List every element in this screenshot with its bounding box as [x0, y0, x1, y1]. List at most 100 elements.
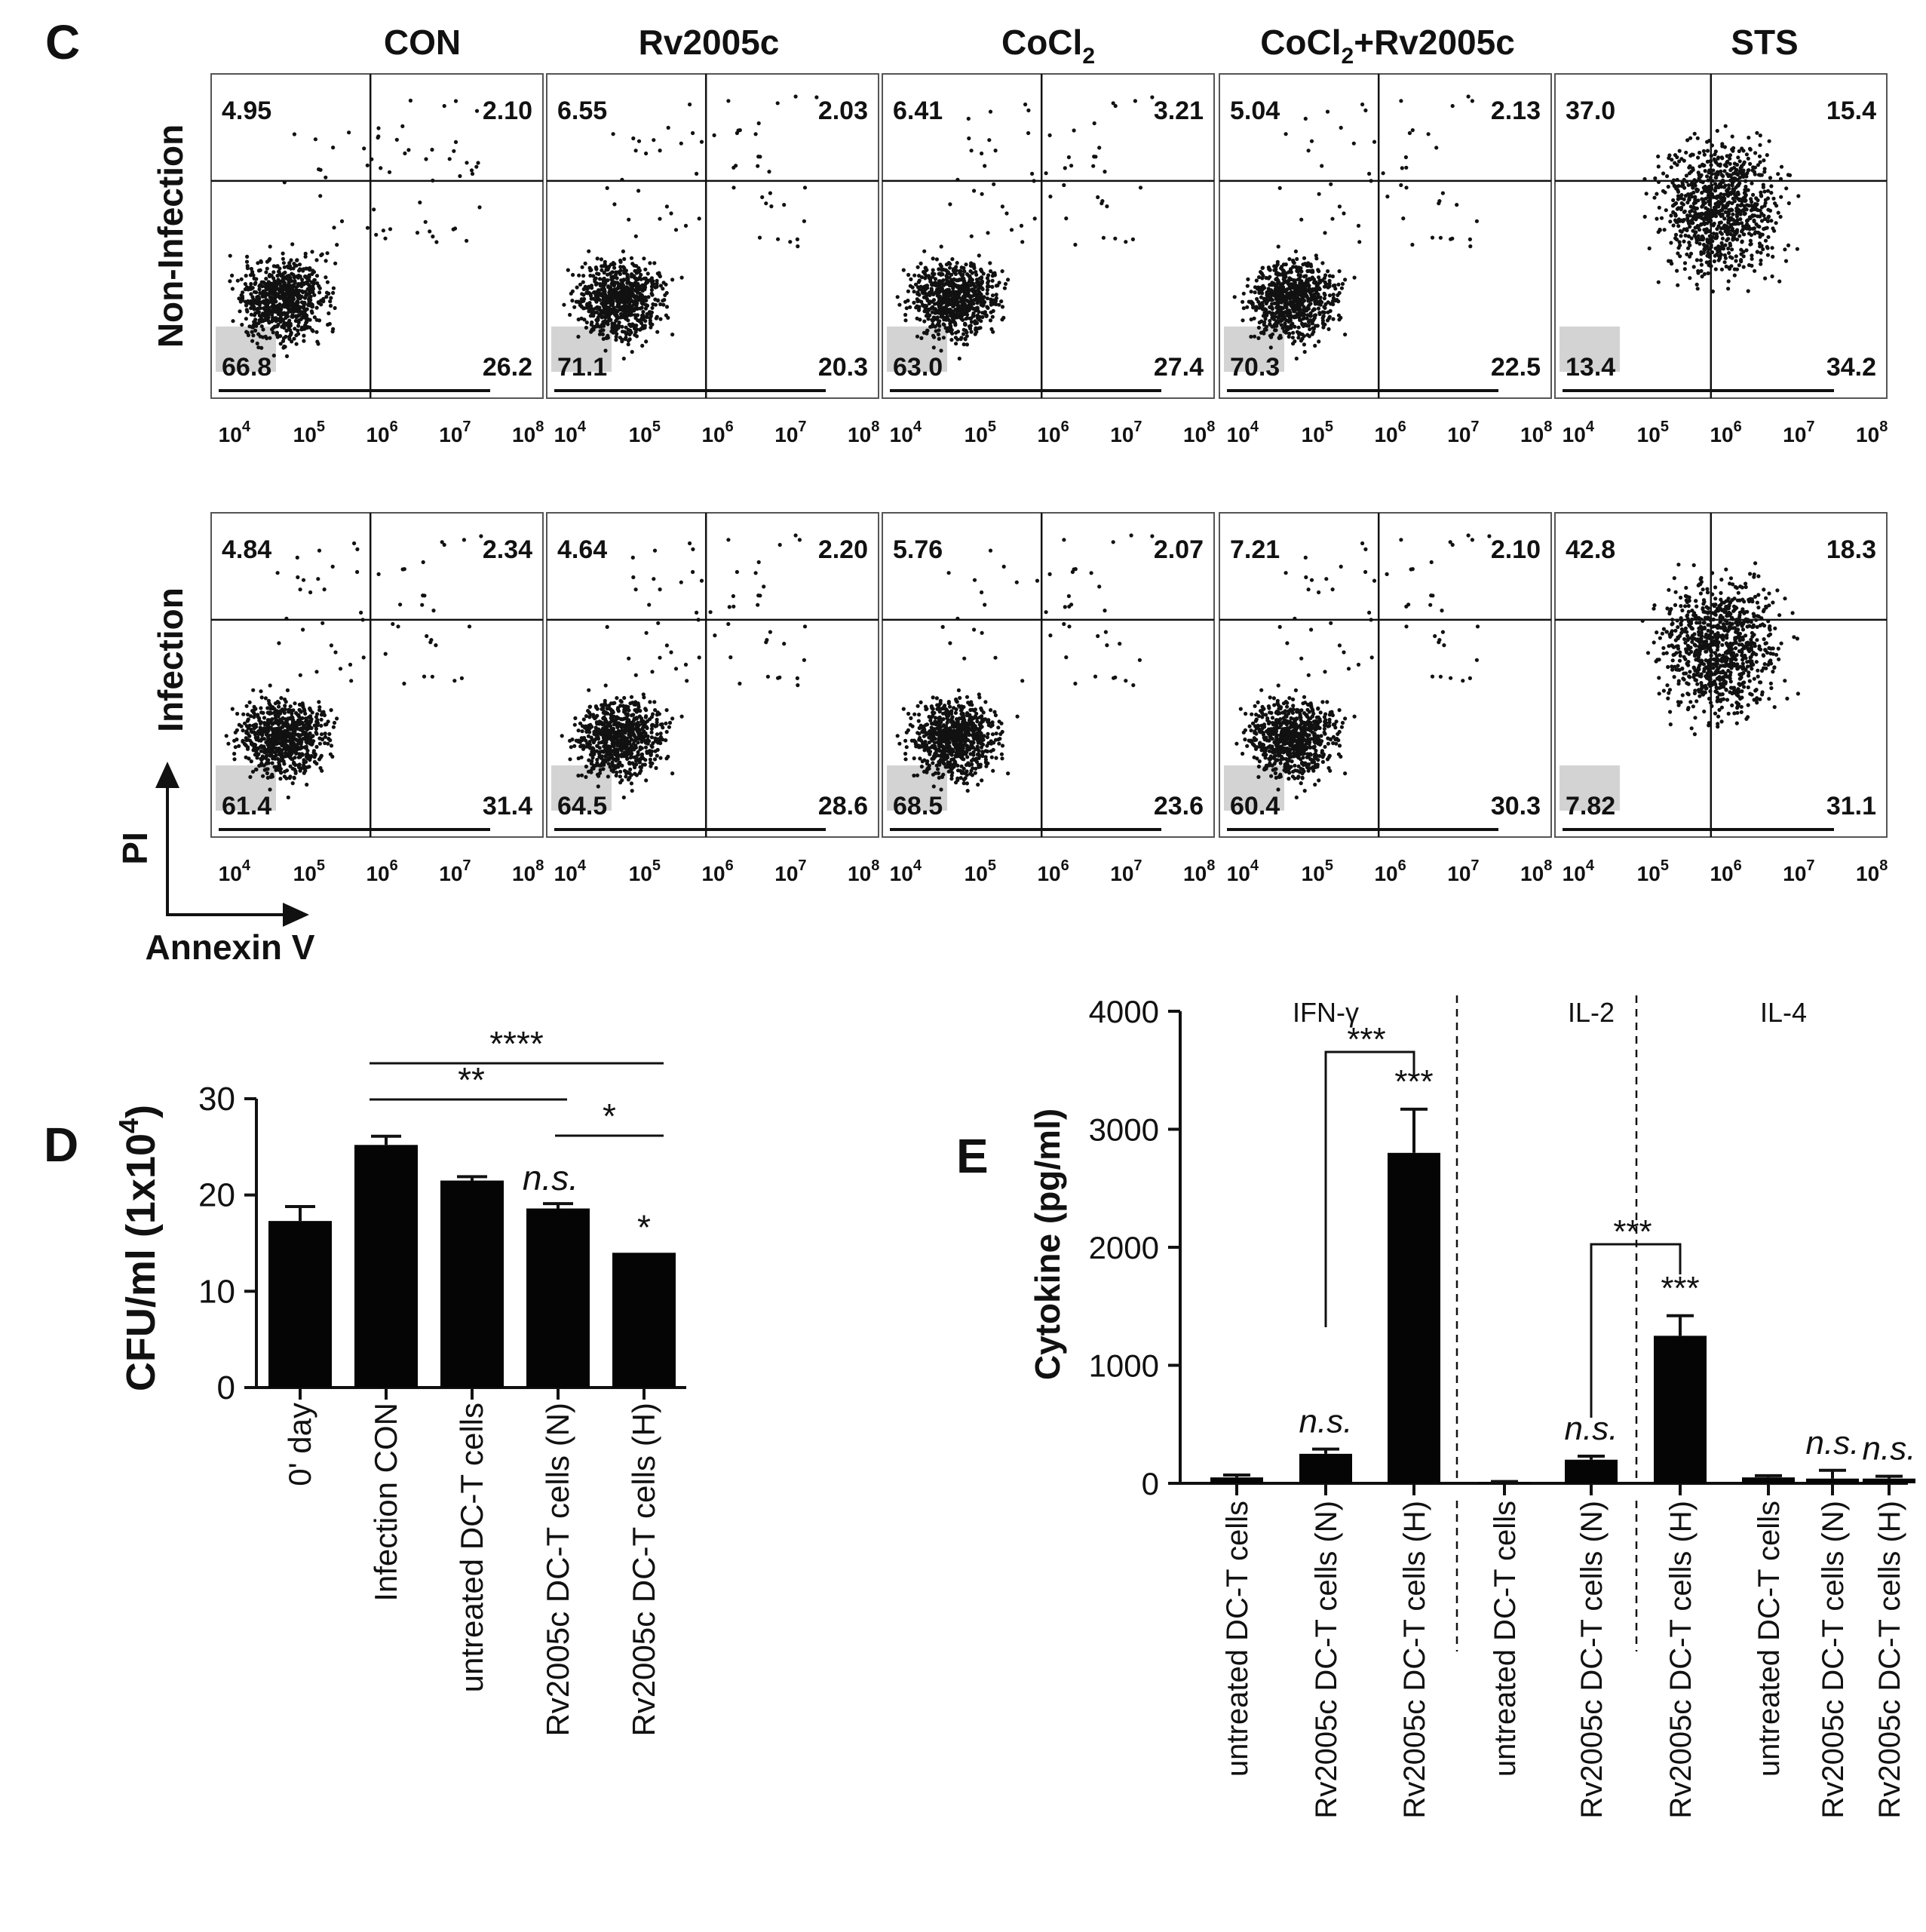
event-dot — [1268, 283, 1272, 287]
event-dot — [283, 707, 287, 712]
event-dot — [1741, 168, 1746, 173]
event-dot — [990, 293, 995, 298]
event-dot — [1434, 146, 1439, 150]
event-dot — [233, 730, 238, 734]
event-dot — [946, 270, 950, 274]
event-dot — [609, 281, 614, 286]
event-dot — [634, 303, 639, 308]
event-dot — [1343, 333, 1348, 337]
event-dot — [1103, 170, 1107, 174]
event-dot — [795, 237, 799, 241]
event-dot — [434, 643, 438, 648]
event-dot — [986, 231, 990, 235]
event-dot — [265, 718, 270, 722]
event-dot — [1299, 217, 1304, 222]
event-dot — [769, 204, 774, 209]
event-dot — [1728, 217, 1733, 222]
event-dot — [305, 287, 310, 291]
event-dot — [286, 277, 290, 281]
event-dot — [954, 268, 958, 273]
event-dot — [1736, 155, 1740, 160]
event-dot — [931, 317, 936, 322]
event-dot — [916, 280, 921, 284]
event-dot — [731, 165, 736, 170]
event-dot — [588, 273, 593, 278]
x-tick-label: 105 — [293, 857, 325, 885]
event-dot — [295, 258, 299, 262]
event-dot — [347, 130, 351, 135]
event-dot — [279, 696, 284, 701]
event-dot — [1737, 176, 1742, 180]
event-dot — [658, 317, 663, 321]
event-dot — [941, 336, 946, 340]
event-dot — [269, 750, 274, 754]
event-dot — [635, 327, 639, 332]
event-dot — [1294, 356, 1299, 361]
event-dot — [617, 301, 621, 306]
event-dot — [297, 722, 302, 727]
event-dot — [1737, 234, 1742, 238]
event-dot — [960, 309, 965, 314]
event-dot — [624, 332, 629, 336]
event-dot — [1327, 284, 1332, 289]
event-dot — [1674, 201, 1679, 206]
event-dot — [305, 782, 309, 787]
quadrant-value-ur: 15.4 — [1826, 97, 1876, 125]
event-dot — [1288, 286, 1293, 291]
event-dot — [249, 281, 253, 287]
event-dot — [1759, 190, 1763, 195]
event-dot — [919, 261, 923, 265]
event-dot — [1020, 240, 1025, 244]
event-dot — [1322, 284, 1327, 289]
event-dot — [1474, 219, 1479, 223]
event-dot — [1283, 271, 1287, 276]
event-dot — [281, 277, 285, 281]
event-dot — [613, 281, 618, 285]
event-dot — [1758, 143, 1762, 147]
event-dot — [247, 324, 252, 329]
event-dot — [276, 287, 281, 292]
event-dot — [1278, 336, 1283, 340]
event-dot — [255, 307, 259, 311]
event-dot — [1719, 200, 1724, 204]
event-dot — [270, 717, 274, 722]
event-dot — [253, 707, 258, 711]
event-dot — [643, 295, 648, 299]
event-dot — [906, 289, 910, 293]
event-dot — [300, 716, 305, 721]
event-dot — [975, 305, 980, 310]
event-dot — [300, 327, 305, 331]
event-dot — [307, 291, 312, 296]
event-dot — [323, 731, 327, 736]
quadrant-value-ll: 66.8 — [222, 353, 271, 382]
event-dot — [278, 311, 282, 315]
event-dot — [699, 140, 704, 144]
event-dot — [652, 261, 657, 265]
event-dot — [1771, 226, 1775, 231]
event-dot — [271, 292, 275, 296]
event-dot — [319, 253, 324, 258]
event-dot — [1747, 224, 1751, 228]
event-dot — [1327, 278, 1332, 283]
event-dot — [1268, 274, 1272, 279]
event-dot — [895, 295, 900, 299]
event-dot — [326, 741, 330, 746]
event-dot — [324, 275, 328, 280]
event-dot — [949, 329, 953, 334]
event-dot — [1271, 317, 1276, 321]
event-dot — [275, 292, 280, 296]
event-dot — [1325, 318, 1330, 323]
event-dot — [1740, 208, 1745, 213]
event-dot — [1339, 315, 1343, 320]
event-dot — [1741, 196, 1746, 201]
event-dot — [317, 318, 322, 323]
event-dot — [1744, 248, 1749, 253]
event-dot — [925, 328, 930, 333]
event-dot — [607, 317, 612, 321]
event-dot — [1261, 307, 1265, 311]
event-dot — [293, 729, 297, 734]
event-dot — [788, 240, 793, 244]
event-dot — [595, 271, 600, 276]
event-dot — [265, 259, 269, 264]
